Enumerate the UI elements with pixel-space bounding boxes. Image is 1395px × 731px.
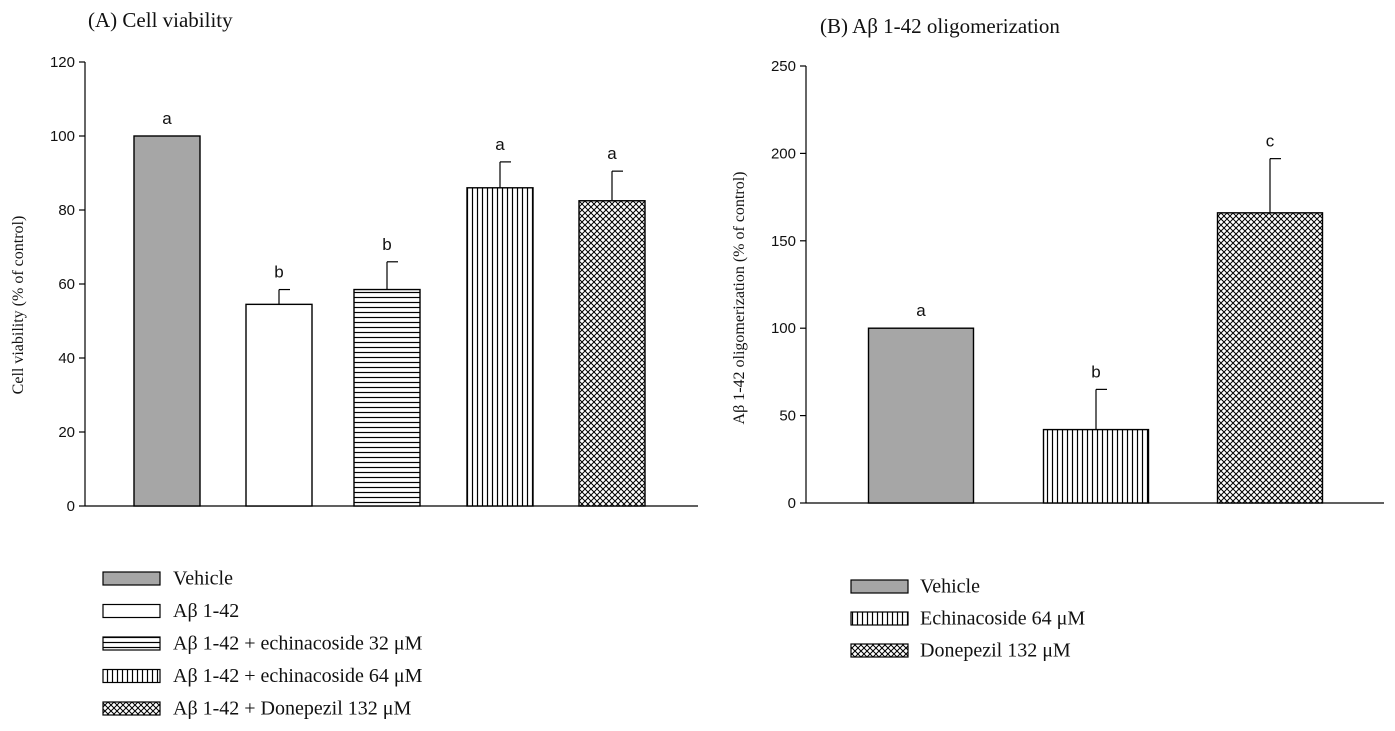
panel-a-title: (A) Cell viability [88, 8, 233, 32]
panel-a-y-tick-label: 40 [58, 350, 75, 367]
panel-b-y-tick-label: 50 [779, 408, 796, 425]
panel-b-legend-label: Echinacoside 64 μM [920, 608, 1085, 630]
panel-a-legend-swatch [102, 701, 161, 716]
panel-a-legend-label: Vehicle [173, 568, 233, 590]
panel-a-legend-swatch [102, 636, 161, 651]
panel-a-significance-label: a [607, 144, 617, 163]
panel-a-significance-label: a [162, 109, 172, 128]
panel-a-y-tick-label: 20 [58, 424, 75, 441]
panel-a-legend-swatch [102, 603, 161, 619]
panel-b-y-tick-label: 0 [788, 495, 796, 512]
panel-b-y-axis-label: Aβ 1-42 oligomerization (% of control) [731, 172, 748, 425]
panel-a-legend-swatch [102, 571, 161, 586]
panel-a-legend-label: Aβ 1-42 + echinacoside 64 μM [173, 665, 423, 687]
panel-b-significance-label: b [1091, 362, 1100, 381]
panel-b-legend-label: Vehicle [920, 576, 980, 598]
panel-b-y-tick-label: 250 [771, 58, 796, 75]
panel-a-significance-label: a [495, 135, 505, 154]
panel-b-legend-swatch [850, 579, 909, 594]
panel-a-y-tick-label: 100 [50, 128, 75, 145]
panel-b-bar [1042, 428, 1150, 504]
panel-a-legend-swatch [102, 668, 161, 684]
panel-b-legend-swatch [850, 611, 909, 626]
panel-a-y-axis-label: Cell viability (% of control) [10, 216, 27, 395]
panel-b-title: (B) Aβ 1-42 oligomerization [820, 14, 1060, 38]
panel-a-y-tick-label: 60 [58, 276, 75, 293]
panel-b-legend-swatch [850, 643, 909, 658]
panel-b-chart: (B) Aβ 1-42 oligomerization Aβ 1-42 olig… [731, 14, 1384, 662]
panel-a-bar [353, 288, 421, 507]
panel-b-significance-label: a [916, 301, 926, 320]
panel-a-y-tick-label: 120 [50, 54, 75, 71]
panel-b-y-tick-label: 200 [771, 145, 796, 162]
panel-b-bar [867, 327, 975, 504]
panel-b-y-tick-label: 150 [771, 233, 796, 250]
panel-a-bar [245, 303, 313, 507]
panel-a-y-tick-label: 80 [58, 202, 75, 219]
panel-a-legend-label: Aβ 1-42 + echinacoside 32 μM [173, 633, 423, 655]
panel-b-y-tick-label: 100 [771, 320, 796, 337]
panel-b-significance-label: c [1266, 132, 1275, 151]
panel-a-bar [466, 187, 534, 507]
panel-a-bar [133, 135, 201, 507]
panel-a-chart: (A) Cell viability Cell viability (% of … [10, 8, 698, 720]
panel-a-significance-label: b [274, 263, 283, 282]
panel-a-legend-label: Aβ 1-42 + Donepezil 132 μM [173, 698, 411, 720]
panel-b-bar [1216, 212, 1324, 504]
panel-a-significance-label: b [382, 235, 391, 254]
panel-a-legend-label: Aβ 1-42 [173, 600, 239, 622]
panel-a-y-tick-label: 0 [67, 498, 75, 515]
panel-a-bar [578, 200, 646, 507]
panel-b-legend-label: Donepezil 132 μM [920, 640, 1071, 662]
